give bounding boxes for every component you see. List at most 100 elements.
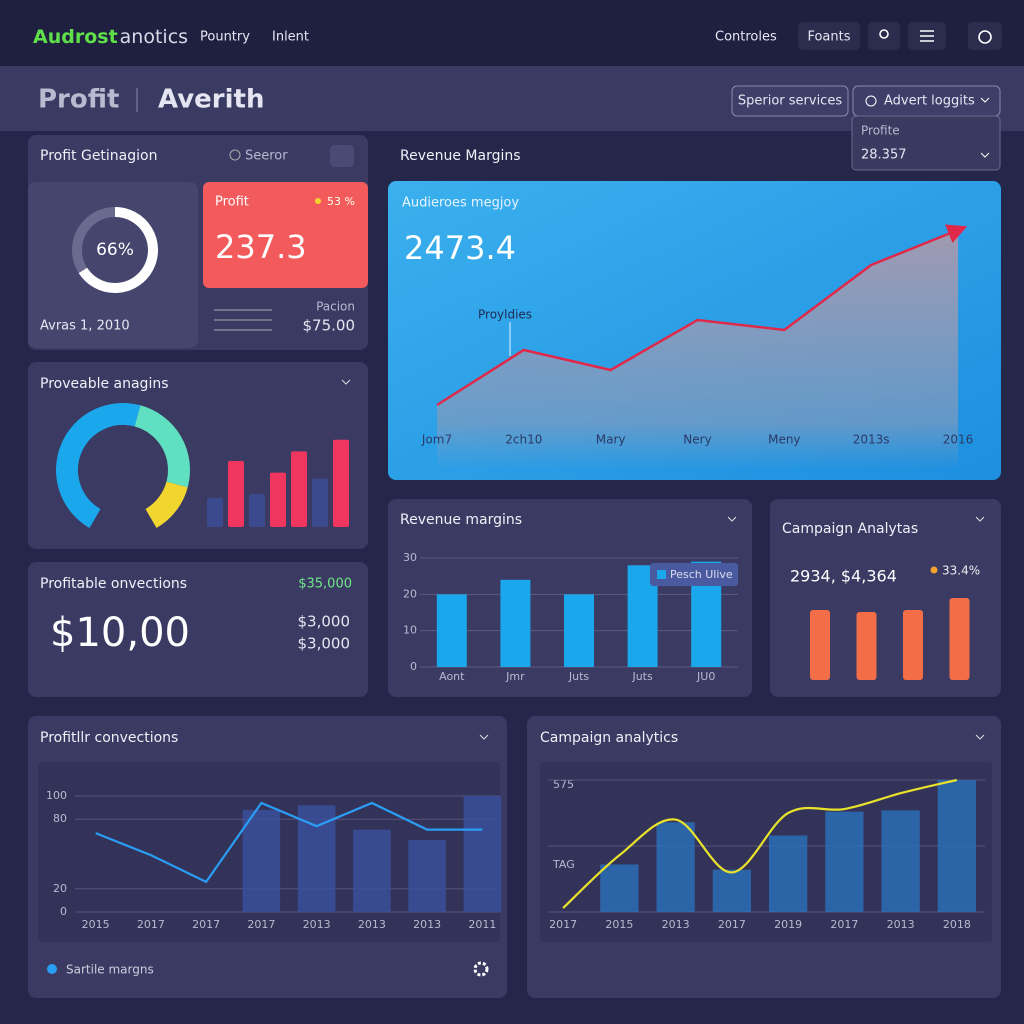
x-tick-label: JU0	[696, 670, 715, 683]
brand: Audrost anotics	[33, 26, 188, 48]
bar	[856, 612, 877, 680]
search[interactable]: Seeror	[245, 149, 288, 164]
chevron[interactable]	[975, 734, 985, 740]
y-tick-label: 30	[403, 551, 417, 564]
bar	[270, 472, 286, 527]
legend-dot	[47, 964, 57, 974]
x-tick-label: Nery	[683, 433, 711, 447]
action-button[interactable]	[798, 22, 860, 50]
x-tick-label: 2013	[887, 918, 915, 931]
icon-button[interactable]	[968, 22, 1002, 50]
button-label[interactable]: Sperior services	[738, 94, 842, 109]
donut-arc	[78, 207, 158, 293]
panel-title: Profitllr convections	[40, 730, 178, 746]
bar	[949, 598, 970, 680]
chevron[interactable]	[479, 734, 489, 740]
pin-icon	[879, 29, 889, 39]
panel-title: Proveable anagins	[40, 376, 169, 392]
x-tick-label: Meny	[768, 433, 800, 447]
legend-swatch	[657, 570, 666, 579]
dropdown-value: 28.357	[861, 148, 907, 163]
legend	[650, 563, 738, 586]
x-tick-label: 2015	[605, 918, 633, 931]
y-tick-label: 100	[46, 789, 67, 802]
x-tick-label: 2017	[549, 918, 577, 931]
bar	[881, 810, 920, 912]
kpi-value: 237.3	[215, 228, 307, 266]
gauge-segment	[134, 405, 190, 488]
dropdown[interactable]	[851, 115, 1001, 171]
bar	[825, 811, 864, 912]
bar	[937, 780, 976, 912]
x-tick-label: 2ch10	[505, 433, 542, 447]
chevron[interactable]	[975, 516, 985, 522]
kpi-card	[203, 182, 368, 288]
bar	[242, 809, 281, 912]
panel	[28, 562, 368, 697]
lines	[214, 309, 272, 331]
x-tick-label: 2013s	[853, 433, 890, 447]
x-tick-label: 2013	[303, 918, 331, 931]
bar	[312, 478, 328, 527]
bar	[712, 869, 751, 912]
chevron[interactable]	[727, 516, 737, 522]
bar	[463, 796, 502, 912]
annotation: Proyldies	[478, 308, 532, 322]
panel-title: Profit Getinagion	[40, 148, 157, 164]
brand-suffix: anotics	[120, 26, 188, 48]
chevron	[980, 152, 990, 158]
panel-title: Revenue Margins	[400, 148, 521, 164]
line-value: $3,000	[298, 635, 351, 653]
action[interactable]: Controles	[715, 30, 777, 45]
nav-item[interactable]: Inlent	[272, 30, 309, 45]
bar	[207, 497, 223, 527]
bar	[600, 864, 639, 912]
bar	[903, 610, 923, 680]
bar	[408, 840, 446, 912]
menu-button[interactable]	[330, 145, 354, 167]
x-tick-label: 2017	[830, 918, 858, 931]
bar	[291, 451, 307, 527]
panel-title: Campaign analytics	[540, 730, 678, 746]
bar	[333, 439, 349, 527]
line	[436, 224, 968, 407]
x-tick-label: 2017	[137, 918, 165, 931]
x-tick-label: Jom7	[421, 433, 452, 447]
dot	[315, 198, 321, 204]
icon-button[interactable]	[868, 22, 900, 50]
page-subtitle: Averith	[158, 85, 264, 115]
bar	[249, 494, 265, 527]
line-value: $3,000	[298, 613, 351, 631]
bar	[436, 594, 467, 667]
line	[562, 778, 958, 909]
button-label[interactable]: Advert loggits	[884, 94, 975, 109]
bar	[500, 579, 531, 667]
headline: 2934, $4,364	[790, 567, 897, 586]
bar	[228, 461, 244, 527]
chart-area	[540, 762, 992, 942]
nav-item[interactable]: Pountry	[200, 30, 250, 45]
action[interactable]: Foants	[807, 30, 850, 45]
x-tick-label: Mary	[596, 433, 626, 447]
x-tick-label: Jmr	[505, 670, 525, 683]
settings-icon[interactable]	[473, 961, 489, 977]
gauge-segment	[145, 481, 188, 529]
list-icon	[920, 30, 934, 42]
legend-label: Pesch Ulive	[670, 568, 733, 581]
legend-dot	[930, 566, 938, 574]
bar	[810, 610, 830, 680]
y-tick-label: 0	[410, 660, 417, 673]
x-tick-label: 2016	[943, 433, 974, 447]
clock-icon	[978, 30, 992, 44]
headline: 2473.4	[404, 229, 516, 267]
chevron[interactable]	[341, 379, 351, 385]
card	[28, 182, 198, 348]
button[interactable]	[731, 85, 849, 117]
x-tick-label: 2019	[774, 918, 802, 931]
x-tick-label: 2013	[358, 918, 386, 931]
x-tick-label: 2017	[247, 918, 275, 931]
bar	[656, 822, 695, 912]
bar	[297, 805, 336, 912]
kpi-change: 53 %	[327, 195, 355, 208]
